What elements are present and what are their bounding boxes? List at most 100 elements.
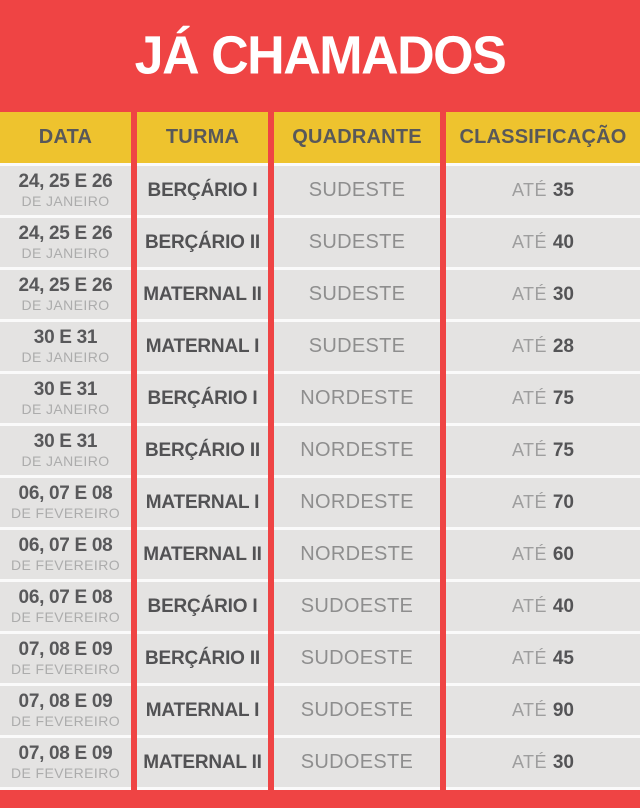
title-band: JÁ CHAMADOS: [0, 0, 640, 112]
turma-cell: MATERNAL I: [137, 478, 268, 530]
turma-label: MATERNAL I: [145, 699, 260, 721]
classificacao-cell: ATÉ 60: [446, 530, 640, 582]
turma-label: BERÇÁRIO II: [145, 231, 260, 253]
classificacao-cell: ATÉ 70: [446, 478, 640, 530]
quadrante-cell: SUDESTE: [274, 270, 440, 322]
turma-label: MATERNAL II: [143, 543, 262, 565]
classificacao-cell: ATÉ 90: [446, 686, 640, 738]
classificacao-cell: ATÉ 28: [446, 322, 640, 374]
turma-label: MATERNAL II: [143, 283, 262, 305]
date-main: 30 E 31: [33, 326, 98, 348]
date-cell: 24, 25 E 26 DE JANEIRO: [0, 218, 131, 270]
quadrante-label: NORDESTE: [300, 543, 414, 565]
quadrante-cell: NORDESTE: [274, 478, 440, 530]
turma-cell: MATERNAL II: [137, 270, 268, 322]
column-header-data: DATA: [0, 112, 131, 166]
limit-value: 45: [552, 647, 574, 669]
date-cell: 06, 07 E 08 DE FEVEREIRO: [0, 478, 131, 530]
classificacao-cell: ATÉ 40: [446, 582, 640, 634]
date-sub: DE JANEIRO: [21, 452, 110, 469]
turma-cell: MATERNAL II: [137, 530, 268, 582]
limit-prefix: ATÉ: [511, 439, 547, 460]
date-cell: 07, 08 E 09 DE FEVEREIRO: [0, 686, 131, 738]
date-main: 24, 25 E 26: [18, 222, 113, 244]
date-cell: 07, 08 E 09 DE FEVEREIRO: [0, 738, 131, 790]
limit-prefix: ATÉ: [511, 231, 547, 252]
date-main: 07, 08 E 09: [18, 742, 113, 764]
quadrante-cell: SUDESTE: [274, 166, 440, 218]
column-header-classificacao: CLASSIFICAÇÃO: [446, 112, 640, 166]
date-cell: 30 E 31 DE JANEIRO: [0, 426, 131, 478]
turma-cell: MATERNAL II: [137, 738, 268, 790]
turma-label: MATERNAL I: [145, 491, 260, 513]
date-sub: DE JANEIRO: [21, 192, 110, 209]
date-main: 06, 07 E 08: [18, 534, 113, 556]
date-sub: DE FEVEREIRO: [10, 712, 121, 729]
classificacao-cell: ATÉ 30: [446, 738, 640, 790]
quadrante-label: SUDESTE: [308, 231, 406, 253]
footer-band: [0, 790, 640, 808]
classificacao-cell: ATÉ 30: [446, 270, 640, 322]
limit-prefix: ATÉ: [511, 699, 547, 720]
date-main: 07, 08 E 09: [18, 638, 113, 660]
classificacao-cell: ATÉ 40: [446, 218, 640, 270]
date-sub: DE FEVEREIRO: [10, 504, 121, 521]
quadrante-label: NORDESTE: [300, 387, 414, 409]
date-cell: 07, 08 E 09 DE FEVEREIRO: [0, 634, 131, 686]
limit-prefix: ATÉ: [511, 595, 547, 616]
data-table: DATA TURMA QUADRANTE CLASSIFICAÇÃO 24, 2…: [0, 112, 640, 790]
limit-prefix: ATÉ: [511, 335, 547, 356]
date-main: 06, 07 E 08: [18, 482, 113, 504]
quadrante-cell: SUDESTE: [274, 322, 440, 374]
quadrante-cell: NORDESTE: [274, 426, 440, 478]
limit-prefix: ATÉ: [511, 543, 547, 564]
quadrante-label: SUDESTE: [308, 179, 406, 201]
quadrante-cell: SUDOESTE: [274, 738, 440, 790]
turma-label: BERÇÁRIO I: [147, 179, 258, 201]
column-header-quadrante: QUADRANTE: [274, 112, 440, 166]
turma-cell: BERÇÁRIO I: [137, 374, 268, 426]
turma-label: BERÇÁRIO II: [145, 439, 260, 461]
limit-prefix: ATÉ: [511, 179, 547, 200]
limit-value: 40: [552, 595, 574, 617]
column-header-turma: TURMA: [137, 112, 268, 166]
quadrante-cell: SUDOESTE: [274, 686, 440, 738]
quadrante-cell: SUDESTE: [274, 218, 440, 270]
turma-cell: BERÇÁRIO II: [137, 634, 268, 686]
turma-cell: BERÇÁRIO II: [137, 218, 268, 270]
turma-label: BERÇÁRIO II: [145, 647, 260, 669]
date-cell: 06, 07 E 08 DE FEVEREIRO: [0, 582, 131, 634]
date-main: 30 E 31: [33, 378, 98, 400]
date-sub: DE JANEIRO: [21, 348, 110, 365]
date-cell: 24, 25 E 26 DE JANEIRO: [0, 270, 131, 322]
date-sub: DE JANEIRO: [21, 296, 110, 313]
limit-value: 30: [552, 283, 574, 305]
date-main: 07, 08 E 09: [18, 690, 113, 712]
quadrante-label: SUDOESTE: [300, 647, 414, 669]
quadrante-label: SUDOESTE: [300, 699, 414, 721]
turma-label: BERÇÁRIO I: [147, 595, 258, 617]
classificacao-cell: ATÉ 35: [446, 166, 640, 218]
limit-prefix: ATÉ: [511, 647, 547, 668]
turma-cell: BERÇÁRIO II: [137, 426, 268, 478]
quadrante-label: SUDOESTE: [300, 751, 414, 773]
date-main: 06, 07 E 08: [18, 586, 113, 608]
quadrante-cell: SUDOESTE: [274, 582, 440, 634]
quadrante-label: SUDESTE: [308, 283, 406, 305]
limit-value: 40: [552, 231, 574, 253]
date-sub: DE FEVEREIRO: [10, 556, 121, 573]
date-sub: DE JANEIRO: [21, 400, 110, 417]
turma-cell: BERÇÁRIO I: [137, 582, 268, 634]
turma-label: BERÇÁRIO I: [147, 387, 258, 409]
quadrante-cell: NORDESTE: [274, 374, 440, 426]
limit-value: 90: [552, 699, 574, 721]
page-title: JÁ CHAMADOS: [134, 25, 507, 87]
date-main: 30 E 31: [33, 430, 98, 452]
date-sub: DE FEVEREIRO: [10, 608, 121, 625]
limit-value: 70: [552, 491, 574, 513]
turma-cell: BERÇÁRIO I: [137, 166, 268, 218]
turma-label: MATERNAL II: [143, 751, 262, 773]
limit-prefix: ATÉ: [511, 491, 547, 512]
quadrante-cell: SUDOESTE: [274, 634, 440, 686]
classificacao-cell: ATÉ 75: [446, 426, 640, 478]
